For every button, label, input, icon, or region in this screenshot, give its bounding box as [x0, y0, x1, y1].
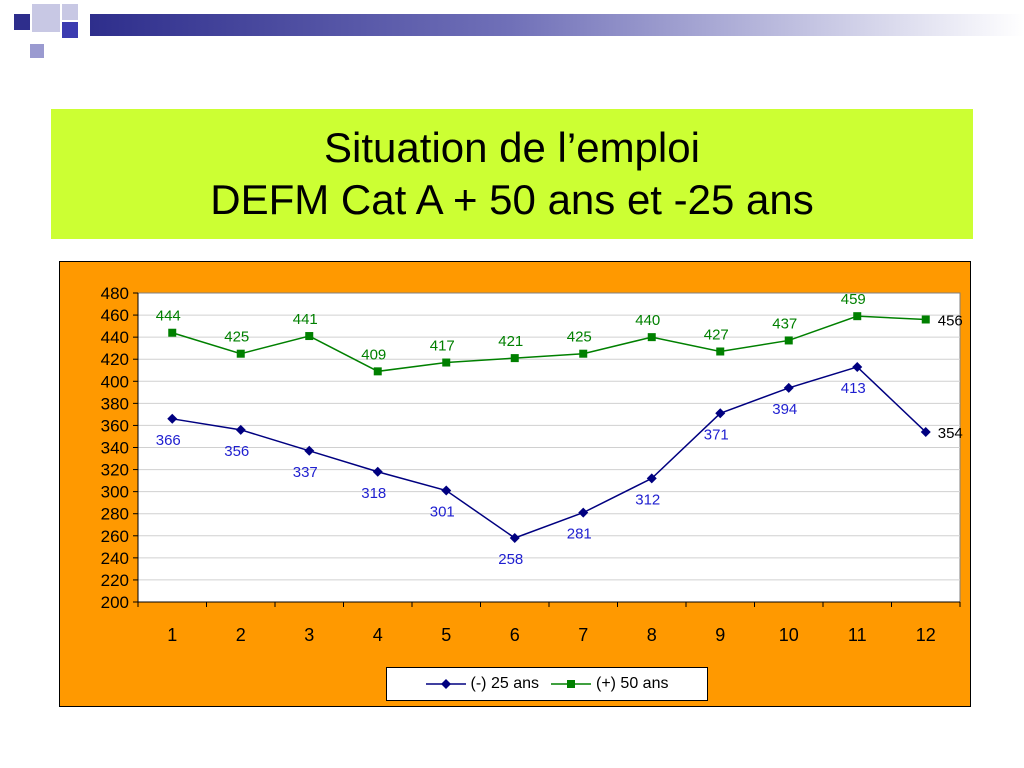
corner-square-small — [30, 44, 44, 58]
data-label-series-2: 425 — [567, 329, 592, 346]
diamond-marker-icon — [425, 679, 466, 689]
data-label-series-1: 337 — [293, 464, 318, 481]
data-point-series-1 — [304, 445, 315, 456]
data-label-series-2: 425 — [224, 329, 249, 346]
data-label-series-2: 440 — [635, 312, 660, 329]
data-point-series-1 — [715, 408, 726, 419]
legend-item-series-2: (+) 50 ans — [550, 675, 669, 693]
data-label-series-2: 421 — [498, 333, 523, 350]
data-point-series-2 — [784, 336, 793, 345]
legend-label-series-2: (+) 50 ans — [595, 675, 669, 692]
x-tick-label: 5 — [441, 625, 451, 645]
square-marker-icon — [550, 680, 591, 688]
x-tick-label: 8 — [647, 625, 657, 645]
data-point-series-2 — [647, 333, 656, 342]
data-point-series-2 — [373, 367, 382, 376]
series-line-1 — [172, 366, 927, 539]
x-tick-label: 1 — [167, 625, 177, 645]
data-point-series-1 — [509, 532, 520, 543]
x-tick-label: 10 — [779, 625, 799, 645]
title-box: Situation de l’emploi DEFM Cat A + 50 an… — [51, 109, 973, 239]
data-point-series-2 — [853, 312, 862, 321]
data-point-series-2 — [305, 332, 314, 341]
slide-title-line-2: DEFM Cat A + 50 ans et -25 ans — [210, 176, 814, 223]
y-tick-label: 220 — [101, 571, 129, 590]
legend-item-series-1: (-) 25 ans — [425, 675, 539, 693]
data-label-series-2: 459 — [841, 291, 866, 308]
data-point-series-2 — [442, 358, 451, 367]
data-point-series-1 — [646, 473, 657, 484]
slide-title-line-1: Situation de l’emploi — [324, 124, 700, 171]
corner-square-blue — [62, 22, 78, 38]
y-tick-label: 440 — [101, 328, 129, 347]
data-point-series-1 — [167, 413, 178, 424]
y-tick-label: 280 — [101, 505, 129, 524]
y-tick-label: 420 — [101, 350, 129, 369]
data-point-series-2 — [510, 354, 519, 363]
corner-square-mid — [62, 4, 78, 20]
x-tick-label: 6 — [510, 625, 520, 645]
x-tick-label: 4 — [373, 625, 383, 645]
data-point-series-1 — [578, 507, 589, 518]
series-line-2 — [172, 315, 926, 373]
data-label-series-2: 441 — [293, 311, 318, 328]
data-label-series-1: 371 — [704, 426, 729, 443]
y-tick-label: 260 — [101, 527, 129, 546]
data-point-series-1 — [783, 382, 794, 393]
data-label-series-1: 301 — [430, 504, 455, 521]
data-point-series-1 — [235, 424, 246, 435]
data-point-series-2 — [716, 347, 725, 356]
corner-square-light — [32, 4, 60, 32]
data-label-series-1: 354 — [938, 425, 963, 442]
data-label-series-1: 312 — [635, 491, 660, 508]
data-point-series-1 — [920, 427, 931, 438]
legend-label-series-1: (-) 25 ans — [470, 675, 539, 692]
x-tick-label: 3 — [304, 625, 314, 645]
y-tick-label: 480 — [101, 284, 129, 303]
data-point-series-2 — [236, 349, 245, 358]
x-tick-label: 11 — [848, 625, 867, 645]
data-point-series-1 — [441, 485, 452, 496]
data-point-series-1 — [852, 361, 863, 372]
corner-square-dark — [14, 14, 30, 30]
x-tick-label: 7 — [578, 625, 588, 645]
data-label-series-2: 409 — [361, 346, 386, 363]
data-label-series-1: 394 — [772, 401, 797, 418]
data-label-series-1: 258 — [498, 551, 523, 568]
y-tick-label: 240 — [101, 549, 129, 568]
data-point-series-2 — [579, 349, 588, 358]
data-label-series-2: 444 — [156, 308, 181, 325]
data-label-series-1: 281 — [567, 526, 592, 543]
x-tick-label: 9 — [715, 625, 725, 645]
x-tick-label: 2 — [236, 625, 246, 645]
header-gradient-band — [90, 14, 1024, 36]
x-tick-label: 12 — [916, 625, 936, 645]
y-tick-label: 380 — [101, 394, 129, 413]
data-label-series-1: 356 — [224, 443, 249, 460]
data-label-series-1: 413 — [841, 380, 866, 397]
data-label-series-2: 456 — [938, 312, 963, 329]
y-tick-label: 300 — [101, 483, 129, 502]
data-label-series-1: 366 — [156, 432, 181, 449]
y-tick-label: 340 — [101, 439, 129, 458]
y-tick-label: 200 — [101, 593, 129, 612]
data-point-series-2 — [168, 328, 177, 337]
y-tick-label: 320 — [101, 461, 129, 480]
data-point-series-1 — [372, 466, 383, 477]
y-tick-label: 360 — [101, 416, 129, 435]
data-label-series-2: 427 — [704, 326, 729, 343]
chart-legend: (-) 25 ans (+) 50 ans — [386, 667, 708, 701]
y-tick-label: 400 — [101, 372, 129, 391]
data-label-series-2: 417 — [430, 338, 455, 355]
data-label-series-1: 318 — [361, 485, 386, 502]
data-point-series-2 — [921, 315, 930, 324]
y-tick-label: 460 — [101, 306, 129, 325]
data-label-series-2: 437 — [772, 315, 797, 332]
